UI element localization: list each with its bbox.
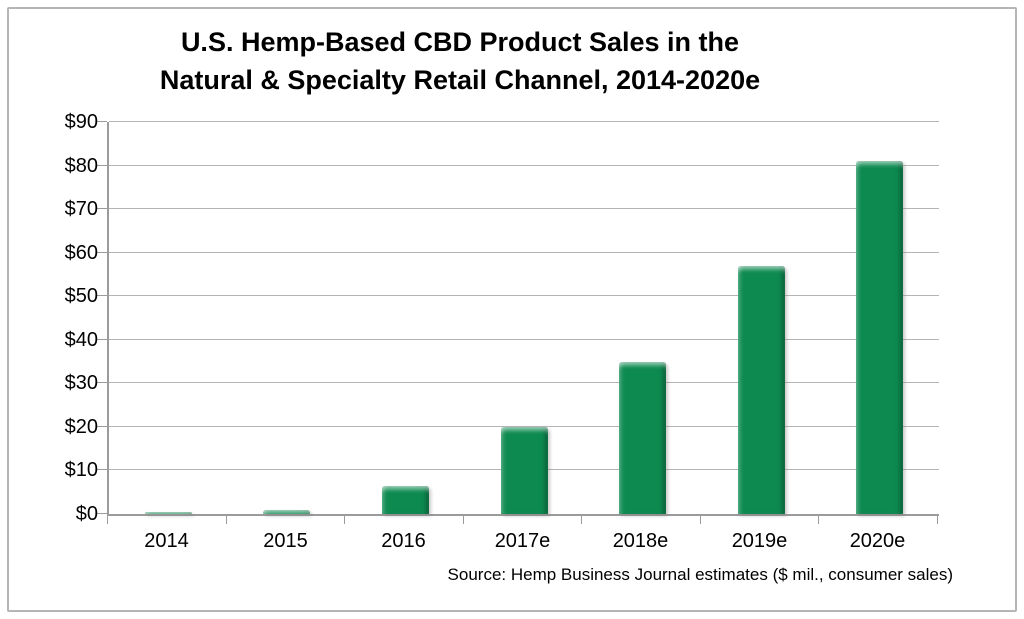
y-axis-tick-label: $80 [64, 155, 98, 177]
y-axis-tick [96, 208, 107, 209]
y-gridline [109, 252, 939, 253]
plot-area [107, 121, 939, 516]
x-axis-tick-label: 2014 [144, 530, 189, 552]
chart-title: U.S. Hemp-Based CBD Product Sales in the… [20, 23, 900, 99]
y-gridline [109, 339, 939, 340]
y-axis-tick-label: $30 [64, 372, 98, 394]
y-axis-tick [96, 165, 107, 166]
source-note: Source: Hemp Business Journal estimates … [447, 565, 953, 584]
x-axis-tick [107, 516, 108, 524]
y-axis-tick [96, 382, 107, 383]
bar-2019e [738, 266, 785, 514]
x-axis-tick [818, 516, 819, 524]
y-axis-tick-label: $90 [64, 111, 98, 133]
y-gridline [109, 121, 939, 122]
x-axis-tick-label: 2020e [849, 530, 906, 552]
y-axis-tick [96, 426, 107, 427]
y-axis-tick-label: $10 [64, 459, 98, 481]
y-gridline [109, 382, 939, 383]
x-axis-tick-label: 2017e [494, 530, 551, 552]
y-axis-tick-label: $70 [64, 198, 98, 220]
chart-title-line1: U.S. Hemp-Based CBD Product Sales in the [180, 27, 740, 57]
y-axis-tick [96, 513, 107, 514]
x-axis-tick [700, 516, 701, 524]
y-axis-tick-label: $0 [75, 503, 98, 525]
x-axis-tick-label: 2019e [731, 530, 788, 552]
y-axis-tick [96, 339, 107, 340]
x-axis-tick [226, 516, 227, 524]
bar-2014 [145, 512, 192, 514]
x-axis-tick [344, 516, 345, 524]
y-axis-tick [96, 252, 107, 253]
y-gridline [109, 426, 939, 427]
bar-2017e [501, 427, 548, 514]
x-axis-tick [581, 516, 582, 524]
x-axis-tick-label: 2015 [263, 530, 308, 552]
bar-2016 [382, 486, 429, 514]
y-axis-tick-label: $20 [64, 416, 98, 438]
x-axis-tick [937, 516, 938, 524]
bar-2018e [619, 362, 666, 514]
bar-2015 [263, 510, 310, 514]
y-axis-tick-label: $40 [64, 329, 98, 351]
x-axis-tick [463, 516, 464, 524]
y-axis-tick [96, 295, 107, 296]
bar-2020e [856, 161, 903, 514]
y-gridline [109, 295, 939, 296]
x-axis-tick-label: 2018e [612, 530, 669, 552]
chart-title-line2: Natural & Specialty Retail Channel, 2014… [159, 65, 761, 95]
y-axis-tick [96, 121, 107, 122]
x-axis-tick-label: 2016 [381, 530, 426, 552]
y-axis-tick [96, 469, 107, 470]
y-gridline [109, 208, 939, 209]
y-axis-tick-label: $50 [64, 285, 98, 307]
y-axis-tick-label: $60 [64, 242, 98, 264]
y-gridline [109, 165, 939, 166]
